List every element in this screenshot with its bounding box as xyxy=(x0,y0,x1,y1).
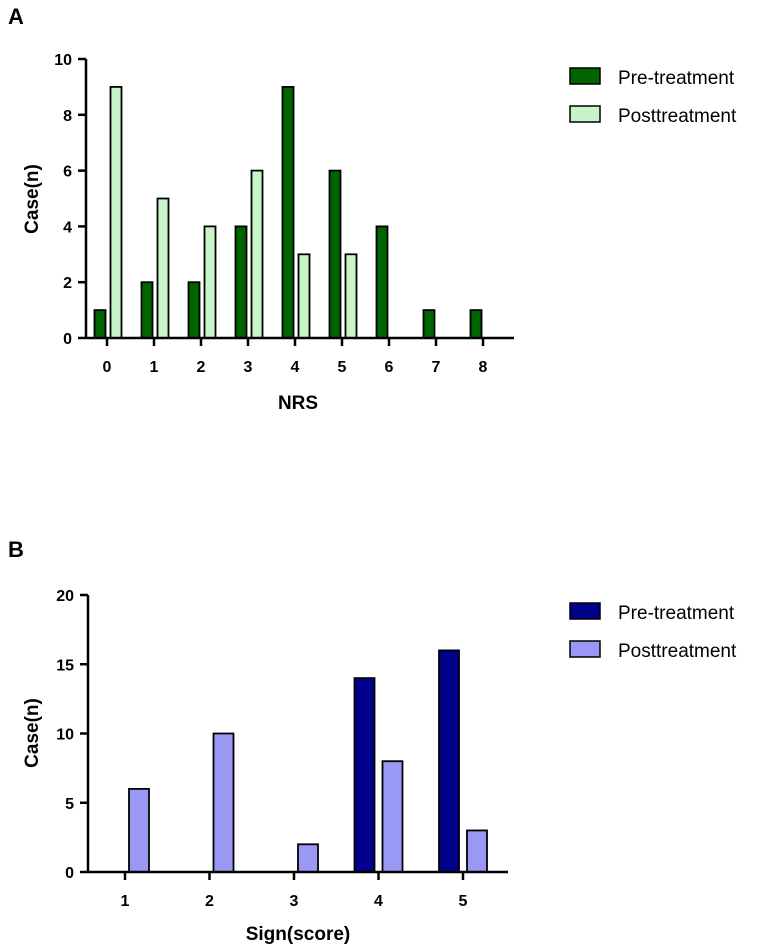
panel-a-x-tick-label: 3 xyxy=(244,359,253,376)
panel-b-y-tick-label: 15 xyxy=(56,657,74,674)
panel-a-bar-pre-4 xyxy=(281,86,295,339)
panel-b-bar-post-4 xyxy=(381,760,404,873)
panel-a-bar-post-5 xyxy=(344,253,358,339)
panel-b-bar-post-1 xyxy=(128,788,150,873)
panel-a-x-tick-label: 5 xyxy=(338,359,347,376)
panel-b-bar-post-3 xyxy=(297,843,319,873)
panel-a-bars xyxy=(93,86,483,339)
panel-b-y-tick-label: 10 xyxy=(56,727,74,744)
panel-b-y-ticks: 0 5 10 15 20 xyxy=(56,588,88,882)
panel-a-bar-pre-8 xyxy=(469,309,483,339)
panel-a-legend: Pre-treatment Posttreatment xyxy=(569,67,737,127)
panel-b-x-tick-label: 1 xyxy=(121,893,130,910)
panel-b-bar-pre-5 xyxy=(438,649,460,873)
panel-a-x-ticks: 0 1 2 3 4 5 6 7 8 xyxy=(103,338,488,376)
panel-b-y-tick-label: 20 xyxy=(56,588,74,605)
panel-a-legend-swatch-pre xyxy=(569,67,601,85)
panel-b-x-tick-label: 4 xyxy=(374,893,383,910)
panel-b-x-tick-label: 5 xyxy=(459,893,468,910)
panel-a-y-tick-label: 8 xyxy=(63,108,72,125)
panel-a-y-tick-label: 6 xyxy=(63,164,72,181)
panel-a-y-tick-label: 4 xyxy=(63,219,72,236)
panel-a-label: A xyxy=(8,4,24,29)
panel-a-x-tick-label: 6 xyxy=(385,359,394,376)
panel-b-bar-post-2 xyxy=(212,732,235,873)
panel-a-bar-pre-3 xyxy=(234,225,248,339)
panel-a-legend-swatch-post xyxy=(569,105,601,123)
panel-b-bars xyxy=(128,649,488,873)
panel-a-x-axis-title: NRS xyxy=(278,393,318,414)
panel-b-legend: Pre-treatment Posttreatment xyxy=(569,602,737,662)
panel-b-y-axis-title: Case(n) xyxy=(22,698,43,768)
panel-a-bar-post-3 xyxy=(250,169,264,339)
panel-b-bar-post-5 xyxy=(466,829,488,873)
panel-a-x-tick-label: 0 xyxy=(103,359,112,376)
panel-a-x-tick-label: 8 xyxy=(479,359,488,376)
panel-a-y-tick-label: 10 xyxy=(54,52,72,69)
panel-b-legend-swatch-post xyxy=(569,640,601,658)
panel-b-y-tick-label: 0 xyxy=(65,865,74,882)
panel-b-legend-label-post: Posttreatment xyxy=(618,641,737,662)
panel-a-y-tick-label: 2 xyxy=(63,275,72,292)
panel-b-x-tick-label: 2 xyxy=(205,893,214,910)
panel-b: B 0 5 10 15 20 1 2 3 4 5 Sign(score) Case(n) Pre… xyxy=(8,537,737,945)
panel-a-bar-pre-7 xyxy=(422,309,436,339)
panel-a-x-tick-label: 7 xyxy=(432,359,441,376)
panel-a-legend-label-post: Posttreatment xyxy=(618,106,737,127)
panel-b-label: B xyxy=(8,537,24,562)
panel-a-x-tick-label: 2 xyxy=(197,359,206,376)
panel-a-y-axis-title: Case(n) xyxy=(22,164,43,234)
panel-a-bar-post-1 xyxy=(156,197,170,339)
panel-a-bar-pre-6 xyxy=(375,225,389,339)
panel-a-legend-label-pre: Pre-treatment xyxy=(618,68,735,89)
panel-b-legend-swatch-pre xyxy=(569,602,601,620)
panel-a: A 0 2 4 6 8 10 0 1 2 3 4 5 6 7 8 NRS Case(n) Pre-trea… xyxy=(8,4,737,414)
panel-a-bar-pre-5 xyxy=(328,169,342,339)
panel-a-bar-post-4 xyxy=(297,253,311,339)
panel-b-x-tick-label: 3 xyxy=(290,893,299,910)
panel-b-x-ticks: 1 2 3 4 5 xyxy=(121,872,468,910)
panel-b-bar-pre-4 xyxy=(353,677,376,873)
panel-b-x-axis-title: Sign(score) xyxy=(246,924,351,945)
panel-a-x-tick-label: 1 xyxy=(150,359,159,376)
panel-a-bar-pre-1 xyxy=(140,281,154,339)
panel-a-x-tick-label: 4 xyxy=(291,359,300,376)
panel-b-legend-label-pre: Pre-treatment xyxy=(618,603,735,624)
panel-a-y-tick-label: 0 xyxy=(63,331,72,348)
panel-a-bar-pre-2 xyxy=(187,281,201,339)
panel-a-y-ticks: 0 2 4 6 8 10 xyxy=(54,52,86,348)
panel-b-y-tick-label: 5 xyxy=(65,796,74,813)
panel-a-bar-post-0 xyxy=(109,86,123,339)
panel-a-bar-pre-0 xyxy=(93,309,107,339)
panel-a-bar-post-2 xyxy=(203,225,217,339)
